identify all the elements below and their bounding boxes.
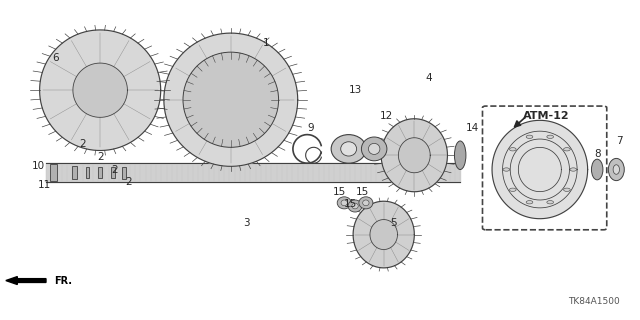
Ellipse shape <box>454 141 466 170</box>
Text: 15: 15 <box>344 199 357 209</box>
Polygon shape <box>370 220 397 250</box>
Text: 9: 9 <box>307 123 314 133</box>
Text: 13: 13 <box>348 85 362 95</box>
FancyArrow shape <box>6 276 46 284</box>
Circle shape <box>570 168 577 171</box>
Ellipse shape <box>359 197 373 209</box>
Bar <box>50 164 58 181</box>
Text: 5: 5 <box>390 219 397 228</box>
Text: 14: 14 <box>467 123 479 133</box>
Ellipse shape <box>613 165 620 174</box>
Ellipse shape <box>362 137 387 161</box>
Ellipse shape <box>183 52 278 147</box>
Text: 1: 1 <box>262 38 269 48</box>
Circle shape <box>547 201 554 204</box>
Text: FR.: FR. <box>54 276 72 285</box>
Text: 15: 15 <box>355 187 369 197</box>
Ellipse shape <box>340 142 356 156</box>
Ellipse shape <box>331 135 366 163</box>
Ellipse shape <box>348 200 362 212</box>
Text: 3: 3 <box>243 219 250 228</box>
Text: 11: 11 <box>38 180 51 190</box>
Polygon shape <box>40 30 161 150</box>
Circle shape <box>547 135 554 139</box>
Ellipse shape <box>609 158 624 180</box>
Text: 2: 2 <box>125 177 132 187</box>
Text: 10: 10 <box>32 161 45 171</box>
Polygon shape <box>164 33 298 166</box>
Text: ATM-12: ATM-12 <box>523 111 570 121</box>
Bar <box>111 167 115 178</box>
Bar <box>99 167 102 178</box>
Ellipse shape <box>341 200 348 206</box>
Ellipse shape <box>352 203 358 209</box>
Text: 12: 12 <box>380 111 394 121</box>
Ellipse shape <box>337 197 351 209</box>
Polygon shape <box>399 138 430 173</box>
Circle shape <box>509 188 516 191</box>
Text: 8: 8 <box>594 149 600 159</box>
Text: TK84A1500: TK84A1500 <box>568 297 620 306</box>
Polygon shape <box>381 119 447 192</box>
Polygon shape <box>73 63 127 117</box>
Polygon shape <box>353 201 414 268</box>
Text: 6: 6 <box>52 53 59 63</box>
Bar <box>86 167 90 178</box>
Polygon shape <box>197 67 264 133</box>
Ellipse shape <box>363 200 369 206</box>
Polygon shape <box>492 120 588 219</box>
Circle shape <box>564 188 570 191</box>
Text: 7: 7 <box>616 136 623 146</box>
Text: 4: 4 <box>425 73 431 83</box>
Text: 2: 2 <box>79 139 86 149</box>
Bar <box>122 167 126 179</box>
Ellipse shape <box>591 159 603 180</box>
Text: 2: 2 <box>97 152 104 162</box>
Circle shape <box>564 148 570 151</box>
Text: 2: 2 <box>111 164 118 174</box>
Circle shape <box>526 201 533 204</box>
Ellipse shape <box>369 143 380 155</box>
Bar <box>72 166 77 179</box>
Circle shape <box>526 135 533 139</box>
Circle shape <box>509 148 516 151</box>
Circle shape <box>503 168 509 171</box>
Text: 15: 15 <box>333 187 346 197</box>
